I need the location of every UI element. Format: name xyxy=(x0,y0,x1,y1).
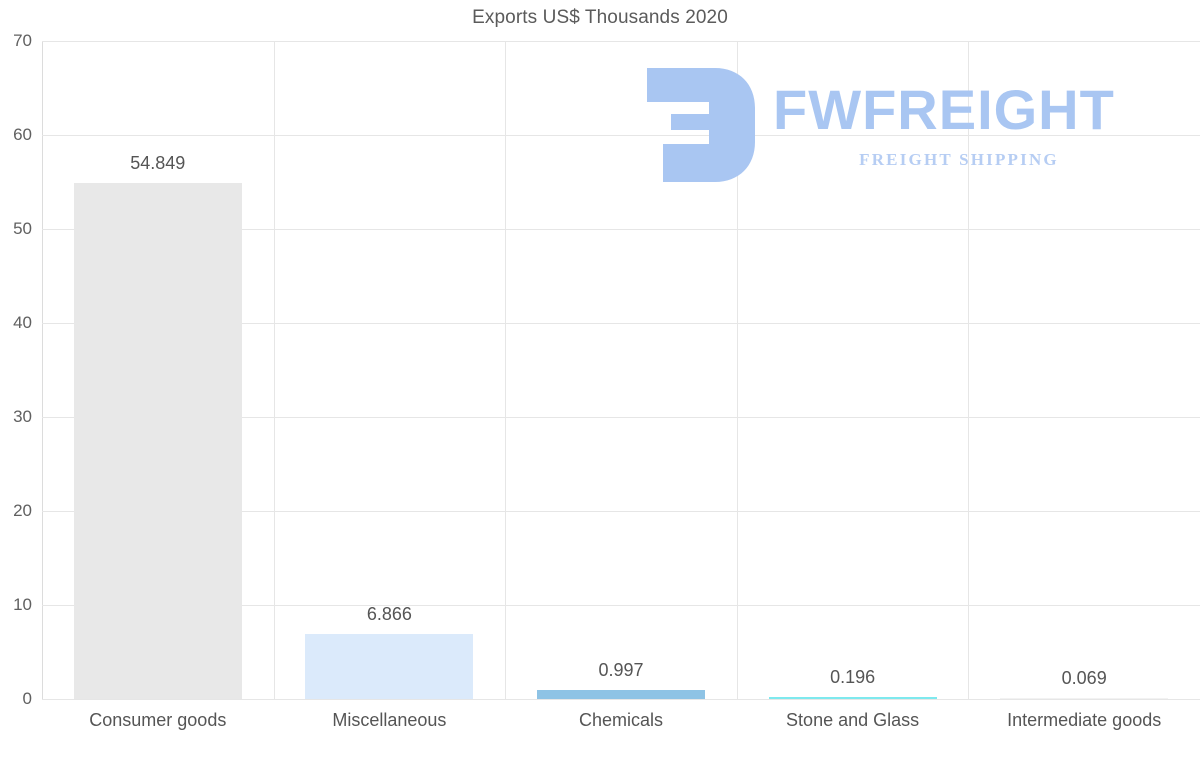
bar-value-label: 6.866 xyxy=(366,604,412,625)
gridline-horizontal xyxy=(42,135,1200,136)
bar[interactable] xyxy=(305,634,474,699)
bar[interactable] xyxy=(1000,698,1169,700)
bar-value-label: 0.069 xyxy=(1061,668,1107,689)
y-axis-spine xyxy=(42,41,43,700)
bar-value-label: 54.849 xyxy=(130,153,186,174)
gridline-horizontal xyxy=(42,229,1200,230)
y-axis-tick-label: 20 xyxy=(13,501,32,520)
fwfreight-logo-mark xyxy=(647,68,755,182)
gridline-horizontal xyxy=(42,511,1200,512)
bar-value-label: 0.196 xyxy=(830,667,876,688)
chart-title: Exports US$ Thousands 2020 xyxy=(472,7,728,28)
watermark-tagline: FREIGHT SHIPPING xyxy=(859,150,1059,169)
y-axis-tick-label: 10 xyxy=(13,595,32,614)
gridline-horizontal xyxy=(42,417,1200,418)
x-axis-tick-label: Consumer goods xyxy=(89,710,227,730)
y-axis-tick-label: 70 xyxy=(13,31,32,50)
watermark-brand: FWFREIGHT xyxy=(773,78,1115,141)
y-axis-tick-label: 0 xyxy=(22,689,32,708)
gridline-horizontal xyxy=(42,605,1200,606)
x-axis-tick-label: Chemicals xyxy=(578,710,663,730)
gridline-vertical xyxy=(505,41,506,699)
bar[interactable] xyxy=(537,689,705,699)
y-axis-tick-label: 40 xyxy=(13,313,32,332)
watermark-logo: FWFREIGHT FREIGHT SHIPPING xyxy=(645,60,1150,185)
bar[interactable] xyxy=(73,183,242,699)
y-axis-tick-label: 60 xyxy=(13,125,32,144)
x-axis-tick-label: Stone and Glass xyxy=(786,710,920,730)
gridline-horizontal xyxy=(42,323,1200,324)
bar-value-label: 0.997 xyxy=(598,659,644,680)
x-axis-tick-label: Miscellaneous xyxy=(332,710,447,730)
x-axis-tick-label: Intermediate goods xyxy=(1007,710,1162,730)
y-axis-tick-label: 50 xyxy=(13,219,32,238)
y-axis-tick-label: 30 xyxy=(13,407,32,426)
gridline-vertical xyxy=(274,41,275,699)
gridline-horizontal xyxy=(42,41,1200,42)
gridline-horizontal xyxy=(42,699,1200,700)
bar[interactable] xyxy=(768,697,937,699)
gridline-vertical xyxy=(968,41,969,699)
gridline-vertical xyxy=(737,41,738,699)
